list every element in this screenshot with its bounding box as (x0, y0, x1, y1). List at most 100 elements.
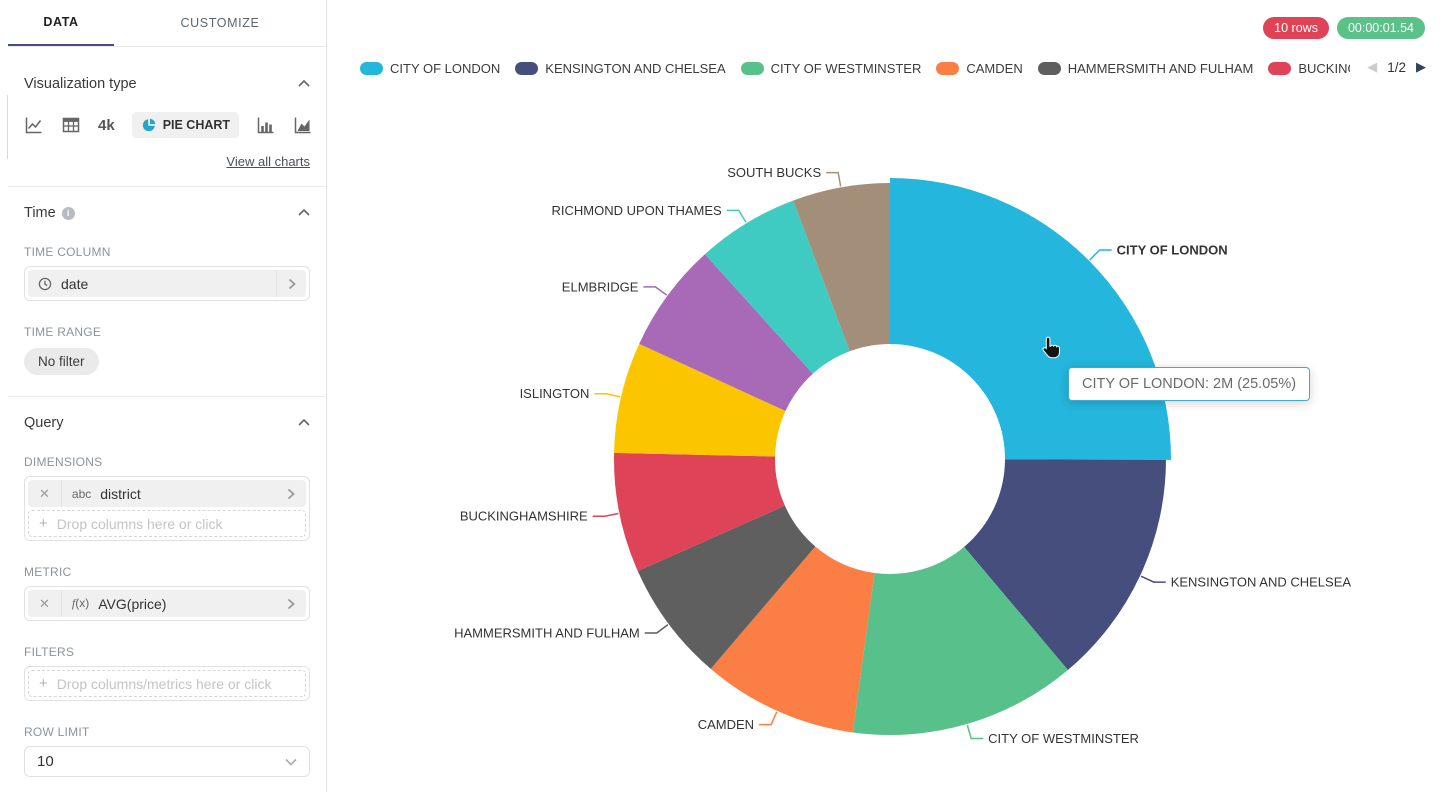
legend-item[interactable]: BUCKINGHAMSHIRE (1268, 61, 1350, 76)
dimension-value: district (100, 485, 141, 502)
pie-slice-camden[interactable] (710, 546, 875, 733)
slice-label-line (1140, 575, 1166, 583)
query-status: 10 rows 00:00:01.54 (1263, 17, 1425, 39)
chart-area: 10 rows 00:00:01.54 CITY OF LONDON KENSIN… (328, 0, 1442, 792)
slice-label: CITY OF WESTMINSTER (988, 731, 1139, 746)
clock-icon (38, 277, 52, 290)
view-all-charts-link[interactable]: View all charts (226, 154, 310, 169)
chevron-right-icon[interactable] (276, 590, 306, 617)
time-column-value: date (61, 275, 89, 292)
legend-page-indicator: 1/2 (1387, 59, 1406, 75)
row-limit-select[interactable]: 10 (24, 746, 310, 777)
area-chart-icon[interactable] (293, 115, 313, 136)
legend-item[interactable]: CAMDEN (936, 61, 1023, 76)
metric-value: AVG(price) (98, 595, 167, 612)
dimensions-placeholder: Drop columns here or click (56, 515, 223, 532)
slice-label-line (644, 624, 669, 634)
remove-icon[interactable]: ✕ (28, 590, 62, 617)
slice-label: RICHMOND UPON THAMES (552, 203, 723, 218)
legend-swatch (936, 62, 960, 75)
metric-chip[interactable]: ✕ f(x) AVG(price) (28, 590, 306, 617)
query-section-title: Query (24, 415, 64, 431)
column-type-icon: abc (71, 486, 92, 501)
pie-slice-islington[interactable] (614, 343, 786, 457)
legend-swatch (515, 62, 539, 75)
filters-control: + Drop columns/metrics here or click (24, 666, 310, 701)
dimensions-control: ✕ abc district + Drop columns here or cl… (24, 476, 310, 541)
collapse-chevron-icon[interactable] (298, 415, 310, 431)
bar-chart-icon[interactable] (256, 115, 276, 136)
pie-slice-elmbridge[interactable] (639, 254, 813, 412)
slice-label-line (592, 512, 619, 517)
legend-label: CITY OF WESTMINSTER (770, 61, 922, 76)
legend-next-icon[interactable]: ▶ (1416, 59, 1426, 74)
big-number-chart-icon[interactable]: 4k (98, 116, 115, 134)
collapse-chevron-icon[interactable] (298, 205, 310, 221)
tab-data[interactable]: DATA (8, 0, 114, 46)
tab-customize[interactable]: CUSTOMIZE (180, 16, 260, 30)
metric-label: METRIC (24, 565, 72, 579)
pie-chart-selected-button[interactable]: PIE CHART (131, 112, 240, 138)
legend-label: KENSINGTON AND CHELSEA (545, 61, 726, 76)
time-section: Time i TIME COLUMN date (8, 187, 326, 397)
legend-swatch (740, 62, 764, 75)
chevron-right-icon[interactable] (276, 270, 306, 297)
legend-item[interactable]: CITY OF LONDON (360, 61, 500, 76)
filters-drop-zone[interactable]: + Drop columns/metrics here or click (28, 670, 306, 697)
legend-prev-icon[interactable]: ◀ (1367, 59, 1378, 74)
slice-label: CITY OF LONDON (1117, 243, 1228, 258)
pie-slice-richmond-upon-thames[interactable] (704, 200, 850, 374)
pie-slice-city-of-westminster[interactable] (852, 546, 1068, 735)
legend-swatch (1037, 62, 1061, 75)
slice-label: CAMDEN (698, 717, 754, 732)
legend-item[interactable]: KENSINGTON AND CHELSEA (515, 61, 726, 76)
visualization-type-section: Visualization type 4k PIE CHART (8, 47, 326, 187)
line-chart-icon[interactable] (24, 115, 44, 136)
legend-label: BUCKINGHAMSHIRE (1298, 61, 1350, 76)
pie-chart-icon (142, 118, 156, 132)
slice-label-line (1089, 249, 1112, 261)
pie-slice-south-bucks[interactable] (793, 183, 890, 352)
slice-label-line (966, 724, 984, 740)
chart-tooltip: CITY OF LONDON: 2M (25.05%) (1068, 367, 1311, 401)
slice-label-line (726, 209, 747, 223)
legend-label: CITY OF LONDON (390, 61, 501, 76)
info-icon[interactable]: i (61, 206, 75, 220)
filters-placeholder: Drop columns/metrics here or click (56, 675, 272, 692)
legend-label: CAMDEN (966, 61, 1023, 76)
slice-label-line (594, 392, 621, 398)
dimensions-label: DIMENSIONS (24, 455, 103, 469)
remove-icon[interactable]: ✕ (28, 480, 62, 507)
dimensions-drop-zone[interactable]: + Drop columns here or click (28, 510, 306, 537)
collapsed-panel-edge (7, 95, 8, 159)
chevron-right-icon[interactable] (276, 480, 306, 507)
time-section-title: Time (24, 205, 56, 221)
filters-label: FILTERS (24, 645, 75, 659)
table-chart-icon[interactable] (61, 115, 81, 136)
control-panel: DATA CUSTOMIZE Visualization type 4k (8, 0, 327, 792)
legend-swatch (360, 62, 383, 75)
pie-slice-buckinghamshire[interactable] (614, 452, 785, 571)
slice-label: ELMBRIDGE (562, 279, 639, 294)
plus-icon: + (39, 515, 48, 532)
dimension-chip[interactable]: ✕ abc district (28, 480, 306, 507)
slice-label: SOUTH BUCKS (727, 165, 821, 180)
time-column-control[interactable]: date (24, 266, 310, 301)
slice-label-line (643, 286, 668, 296)
legend-item[interactable]: CITY OF WESTMINSTER (740, 61, 922, 76)
plus-icon: + (39, 675, 48, 692)
slice-label: KENSINGTON AND CHELSEA (1171, 575, 1352, 590)
row-count-badge[interactable]: 10 rows (1263, 17, 1329, 39)
legend-item[interactable]: HAMMERSMITH AND FULHAM (1037, 61, 1253, 76)
viz-type-switcher: 4k PIE CHART (24, 112, 313, 138)
pie-chart-label: PIE CHART (162, 118, 231, 132)
collapse-chevron-icon[interactable] (298, 76, 310, 92)
legend-pagination: ◀ 1/2 ▶ (1367, 59, 1426, 75)
chart-legend: CITY OF LONDON KENSINGTON AND CHELSEA CITY… (360, 60, 1350, 77)
pie-slice-city-of-london[interactable] (890, 178, 1171, 460)
pie-slice-kensington-and-chelsea[interactable] (964, 459, 1166, 670)
tooltip-text: CITY OF LONDON: 2M (25.05%) (1082, 376, 1297, 392)
time-range-filter-pill[interactable]: No filter (24, 348, 99, 375)
pie-slice-hammersmith-and-fulham[interactable] (637, 505, 816, 669)
